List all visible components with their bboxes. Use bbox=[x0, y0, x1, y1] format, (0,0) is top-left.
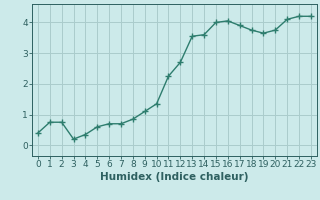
X-axis label: Humidex (Indice chaleur): Humidex (Indice chaleur) bbox=[100, 172, 249, 182]
